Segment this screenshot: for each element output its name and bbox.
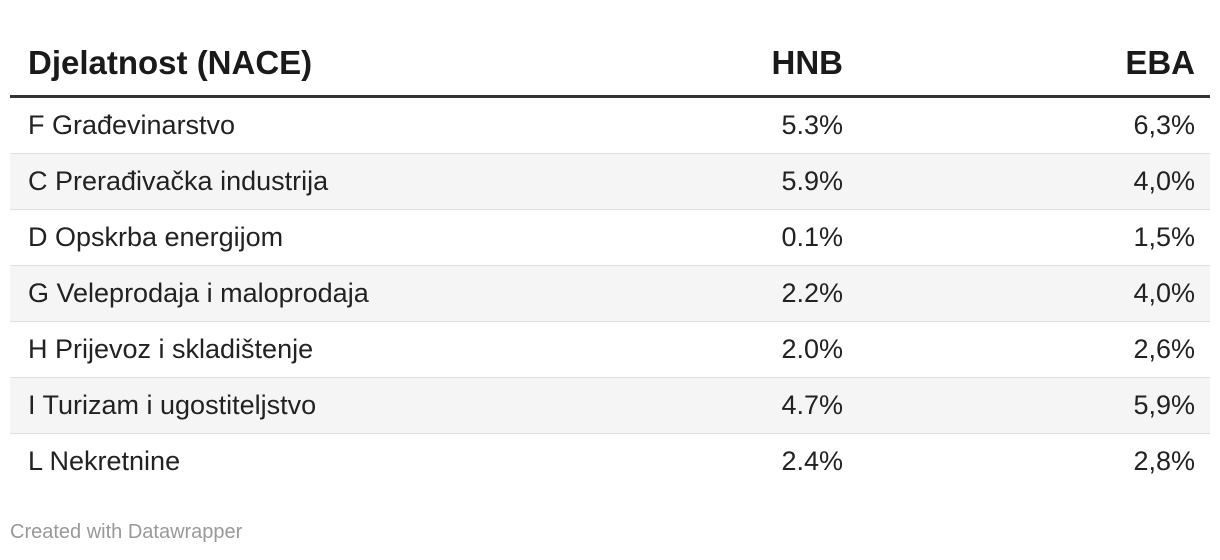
table-row: H Prijevoz i skladištenje 2.0% 2,6% — [10, 321, 1210, 378]
cell-hnb: 2.4% — [582, 433, 858, 489]
table-row: I Turizam i ugostiteljstvo 4.7% 5,9% — [10, 377, 1210, 434]
cell-djelatnost: F Građevinarstvo — [28, 110, 236, 140]
cell-djelatnost: G Veleprodaja i maloprodaja — [10, 265, 582, 322]
table-body: F Građevinarstvo 5.3% 6,3% C Prerađivačk… — [10, 97, 1210, 489]
cell-eba: 5,9% — [858, 377, 1210, 434]
table-row: F Građevinarstvo 5.3% 6,3% — [10, 97, 1210, 154]
cell-hnb: 0.1% — [582, 209, 858, 266]
column-header-hnb: HNB — [582, 30, 858, 98]
cell-eba: 2,8% — [858, 433, 1210, 489]
cell-djelatnost: D Opskrba energijom — [10, 209, 582, 266]
cell-eba: 2,6% — [858, 321, 1210, 378]
cell-hnb: 5.9% — [582, 153, 858, 210]
cell-eba: 4,0% — [858, 153, 1210, 210]
datawrapper-attribution-link[interactable]: Created with Datawrapper — [10, 521, 243, 543]
column-header-eba: EBA — [858, 30, 1210, 98]
footer: Created with Datawrapper — [10, 519, 1210, 545]
cell-djelatnost: I Turizam i ugostiteljstvo — [10, 377, 582, 434]
cell-hnb: 2.2% — [582, 265, 858, 322]
header-row: Djelatnost (NACE) HNB EBA — [10, 30, 1210, 98]
table-row: G Veleprodaja i maloprodaja 2.2% 4,0% — [10, 265, 1210, 322]
cell-hnb: 2.0% — [582, 321, 858, 378]
cell-djelatnost: L Nekretnine — [10, 433, 582, 489]
table-row: L Nekretnine 2.4% 2,8% — [10, 433, 1210, 489]
table-row: D Opskrba energijom 0.1% 1,5% — [10, 209, 1210, 266]
cell-hnb: 4.7% — [582, 377, 858, 434]
cell-djelatnost: H Prijevoz i skladištenje — [10, 321, 582, 378]
column-header-djelatnost: Djelatnost (NACE) — [10, 30, 582, 98]
cell-eba: 4,0% — [858, 265, 1210, 322]
table-row: C Prerađivačka industrija 5.9% 4,0% — [10, 153, 1210, 210]
cell-eba: 1,5% — [858, 209, 1210, 266]
table-header: Djelatnost (NACE) HNB EBA — [10, 30, 1210, 98]
cell-djelatnost: C Prerađivačka industrija — [10, 153, 582, 210]
cell-eba: 6,3% — [1133, 110, 1195, 140]
data-table: Djelatnost (NACE) HNB EBA F Građevinarst… — [10, 30, 1210, 489]
cell-hnb: 5.3% — [781, 110, 843, 140]
